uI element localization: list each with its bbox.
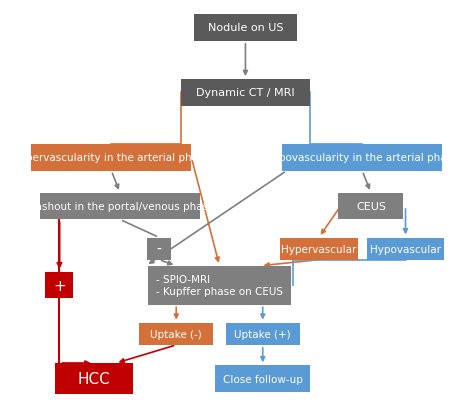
Text: Hypovascular: Hypovascular xyxy=(370,244,441,254)
Text: CEUS: CEUS xyxy=(356,202,386,211)
Text: Nodule on US: Nodule on US xyxy=(208,23,283,33)
FancyBboxPatch shape xyxy=(148,266,291,305)
FancyBboxPatch shape xyxy=(280,238,358,260)
FancyBboxPatch shape xyxy=(338,194,403,220)
Text: - SPIO-MRI
- Kupffer phase on CEUS: - SPIO-MRI - Kupffer phase on CEUS xyxy=(156,275,283,296)
Text: Dynamic CT / MRI: Dynamic CT / MRI xyxy=(196,88,295,98)
Text: Hypervascularity in the arterial phase: Hypervascularity in the arterial phase xyxy=(12,153,210,163)
FancyBboxPatch shape xyxy=(55,364,133,394)
FancyBboxPatch shape xyxy=(46,273,73,299)
Text: -: - xyxy=(156,242,161,256)
FancyBboxPatch shape xyxy=(139,323,213,345)
FancyBboxPatch shape xyxy=(282,145,442,171)
Text: Close follow-up: Close follow-up xyxy=(223,374,303,384)
FancyBboxPatch shape xyxy=(181,80,310,106)
Text: Uptake (-): Uptake (-) xyxy=(150,329,202,339)
FancyBboxPatch shape xyxy=(147,238,171,260)
FancyBboxPatch shape xyxy=(193,15,297,42)
FancyBboxPatch shape xyxy=(226,323,300,345)
Text: Hypervascular: Hypervascular xyxy=(281,244,356,254)
FancyBboxPatch shape xyxy=(366,238,445,260)
Text: +: + xyxy=(53,278,66,293)
FancyBboxPatch shape xyxy=(40,194,200,220)
Text: Washout in the portal/venous phase: Washout in the portal/venous phase xyxy=(26,202,214,211)
FancyBboxPatch shape xyxy=(215,365,310,392)
Text: Uptake (+): Uptake (+) xyxy=(235,329,291,339)
FancyBboxPatch shape xyxy=(31,145,191,171)
Text: Hypovascularity in the arterial phase: Hypovascularity in the arterial phase xyxy=(265,153,459,163)
Text: HCC: HCC xyxy=(78,371,110,386)
